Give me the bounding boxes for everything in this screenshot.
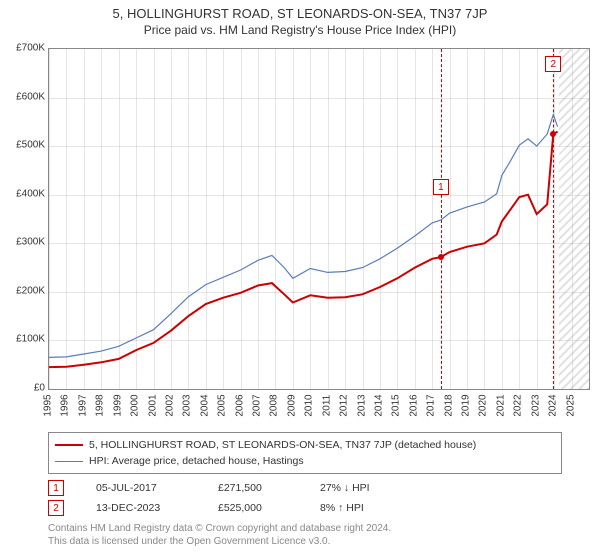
- x-tick-label: 2010: [304, 391, 315, 421]
- y-tick-label: £100K: [16, 334, 45, 345]
- sale-marker-1: 1: [48, 480, 64, 496]
- chart-container: 5, HOLLINGHURST ROAD, ST LEONARDS-ON-SEA…: [0, 0, 600, 560]
- sale-delta: 27% ↓ HPI: [320, 482, 370, 494]
- x-tick-label: 2021: [495, 391, 506, 421]
- x-tick-label: 2018: [443, 391, 454, 421]
- footnote-line2: This data is licensed under the Open Gov…: [48, 535, 391, 548]
- x-tick-label: 2006: [234, 391, 245, 421]
- x-tick-label: 2004: [199, 391, 210, 421]
- y-tick-label: £600K: [16, 91, 45, 102]
- x-tick-label: 2005: [217, 391, 228, 421]
- plot-area: 12: [48, 48, 590, 390]
- sale-date: 05-JUL-2017: [96, 482, 186, 494]
- x-tick-label: 2001: [147, 391, 158, 421]
- x-tick-label: 2009: [286, 391, 297, 421]
- x-tick-label: 2022: [513, 391, 524, 421]
- legend-swatch-blue: [55, 461, 83, 462]
- legend-row-hpi: HPI: Average price, detached house, Hast…: [55, 453, 555, 469]
- x-tick-label: 2013: [356, 391, 367, 421]
- x-tick-label: 2011: [321, 391, 332, 421]
- x-tick-label: 1995: [43, 391, 54, 421]
- sale-date: 13-DEC-2023: [96, 502, 186, 514]
- sale-dot: [438, 254, 444, 260]
- x-tick-label: 2014: [373, 391, 384, 421]
- x-tick-label: 2008: [269, 391, 280, 421]
- x-tick-label: 1999: [112, 391, 123, 421]
- chart-subtitle: Price paid vs. HM Land Registry's House …: [0, 21, 600, 41]
- x-tick-label: 1997: [77, 391, 88, 421]
- y-tick-label: £400K: [16, 188, 45, 199]
- sale-price: £525,000: [218, 502, 288, 514]
- legend-row-price-paid: 5, HOLLINGHURST ROAD, ST LEONARDS-ON-SEA…: [55, 437, 555, 453]
- legend-swatch-red: [55, 444, 83, 446]
- sale-marker-box: 1: [433, 179, 449, 195]
- line-chart-svg: [49, 49, 589, 389]
- footnote: Contains HM Land Registry data © Crown c…: [48, 522, 391, 548]
- chart-title: 5, HOLLINGHURST ROAD, ST LEONARDS-ON-SEA…: [0, 0, 600, 21]
- table-row: 1 05-JUL-2017 £271,500 27% ↓ HPI: [48, 478, 370, 498]
- x-tick-label: 2007: [252, 391, 263, 421]
- y-tick-label: £200K: [16, 285, 45, 296]
- x-tick-label: 1998: [95, 391, 106, 421]
- y-tick-label: £700K: [16, 43, 45, 54]
- x-tick-label: 2019: [461, 391, 472, 421]
- sale-price: £271,500: [218, 482, 288, 494]
- x-tick-label: 2000: [130, 391, 141, 421]
- x-tick-label: 2024: [548, 391, 559, 421]
- x-tick-label: 2023: [530, 391, 541, 421]
- x-tick-label: 2020: [478, 391, 489, 421]
- series-hpi: [49, 115, 558, 358]
- y-tick-label: £500K: [16, 140, 45, 151]
- x-tick-label: 2025: [565, 391, 576, 421]
- table-row: 2 13-DEC-2023 £525,000 8% ↑ HPI: [48, 498, 370, 518]
- sale-delta: 8% ↑ HPI: [320, 502, 364, 514]
- y-tick-label: £300K: [16, 237, 45, 248]
- sale-marker-2: 2: [48, 500, 64, 516]
- x-tick-label: 2015: [391, 391, 402, 421]
- x-tick-label: 2012: [339, 391, 350, 421]
- x-tick-label: 2017: [426, 391, 437, 421]
- series-price_paid: [49, 132, 558, 368]
- legend-label-price-paid: 5, HOLLINGHURST ROAD, ST LEONARDS-ON-SEA…: [89, 439, 476, 451]
- x-tick-label: 1996: [60, 391, 71, 421]
- sales-table: 1 05-JUL-2017 £271,500 27% ↓ HPI 2 13-DE…: [48, 478, 370, 518]
- x-tick-label: 2002: [164, 391, 175, 421]
- sale-marker-box: 2: [545, 56, 561, 72]
- footnote-line1: Contains HM Land Registry data © Crown c…: [48, 522, 391, 535]
- sale-dot: [550, 131, 556, 137]
- legend-box: 5, HOLLINGHURST ROAD, ST LEONARDS-ON-SEA…: [48, 432, 562, 474]
- legend-label-hpi: HPI: Average price, detached house, Hast…: [89, 455, 304, 467]
- x-tick-label: 2003: [182, 391, 193, 421]
- x-tick-label: 2016: [408, 391, 419, 421]
